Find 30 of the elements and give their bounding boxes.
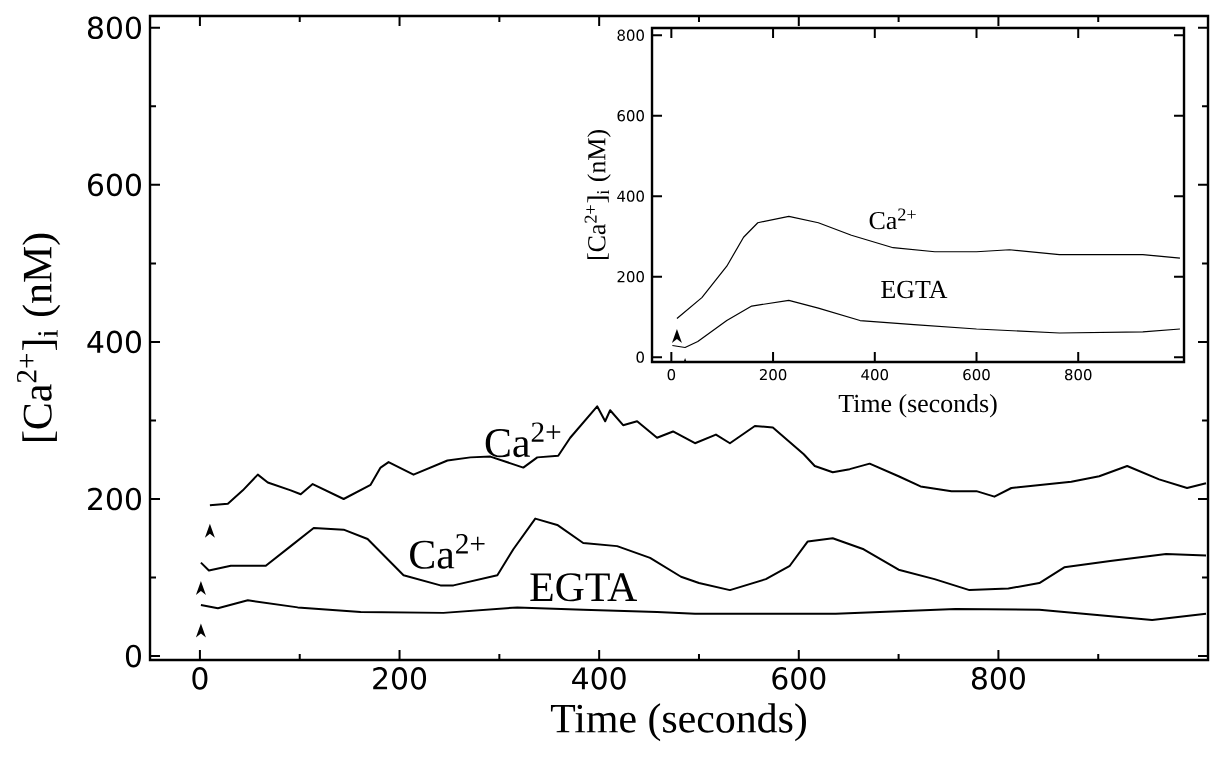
x-axis-title: Time (seconds)	[838, 394, 997, 418]
y-tick-label: 800	[87, 16, 141, 40]
y-tick-label: 400	[87, 330, 141, 354]
x-tick-label: 600	[963, 369, 990, 381]
series-label: EGTA	[881, 280, 948, 299]
x-tick-label: 200	[373, 667, 427, 690]
y-axis-title: [Ca$^{2+}$]$_{i}$ (nM)	[16, 233, 61, 441]
y-tick-label: 600	[88, 173, 141, 197]
x-tick-label: 400	[861, 369, 889, 381]
x-tick-label: 0	[192, 667, 208, 690]
y-tick-label: 0	[125, 644, 141, 668]
series-label: EGTA	[530, 573, 637, 602]
x-tick-label: 600	[772, 667, 826, 690]
x-tick-label: 800	[1064, 369, 1092, 381]
x-tick-label: 800	[971, 667, 1025, 690]
x-tick-label: 200	[759, 369, 787, 381]
y-axis-title: [Ca$^{2+}$]$_{i}$ (nM)	[584, 130, 611, 260]
y-tick-label: 800	[617, 29, 644, 41]
y-tick-label: 200	[617, 271, 644, 283]
line-series	[671, 299, 1181, 349]
series-label: Ca$^{2+}$	[485, 422, 561, 458]
y-tick-label: 0	[636, 351, 644, 363]
x-tick-label: 0	[667, 369, 676, 381]
y-tick-label: 600	[617, 110, 644, 122]
y-tick-label: 200	[88, 487, 141, 511]
y-tick-label: 400	[617, 190, 644, 202]
series-label: Ca$^{2+}$	[869, 208, 916, 230]
series-label: Ca$^{2+}$	[410, 534, 485, 569]
x-tick-label: 400	[572, 667, 626, 690]
x-axis-title: Time (seconds)	[550, 703, 806, 742]
